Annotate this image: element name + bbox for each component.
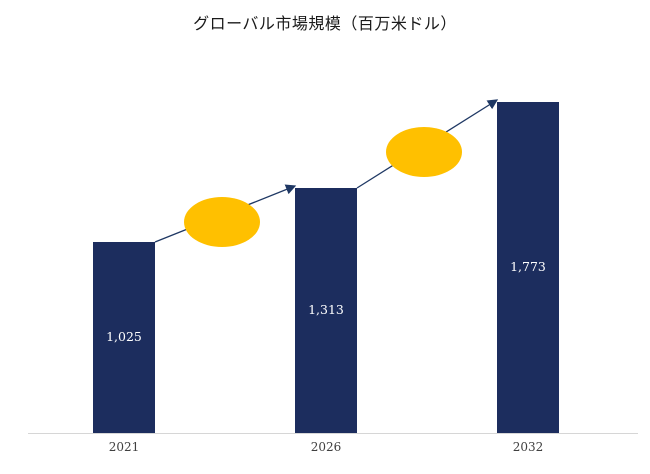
- bar-value-label: 1,025: [106, 329, 142, 345]
- bar-2026: 1,313: [295, 188, 357, 433]
- growth-arrow-2021-2026: [154, 184, 297, 243]
- x-axis-line: [28, 433, 638, 434]
- x-axis-label-2021: 2021: [108, 440, 140, 454]
- bar-2032: 1,773: [497, 102, 559, 433]
- bar-2021: 1,025: [93, 242, 155, 433]
- x-axis-label-2026: 2026: [310, 440, 342, 454]
- bar-value-label: 1,773: [510, 259, 546, 275]
- x-axis-labels: 2021 2026 2032: [0, 440, 650, 460]
- x-axis-label-2032: 2032: [512, 440, 544, 454]
- growth-ellipse-2: [386, 127, 462, 177]
- growth-arrow-2026-2032: [356, 99, 499, 189]
- chart-title: グローバル市場規模（百万米ドル）: [193, 14, 457, 33]
- bar-value-label: 1,313: [308, 302, 344, 318]
- growth-ellipse-1: [184, 197, 260, 247]
